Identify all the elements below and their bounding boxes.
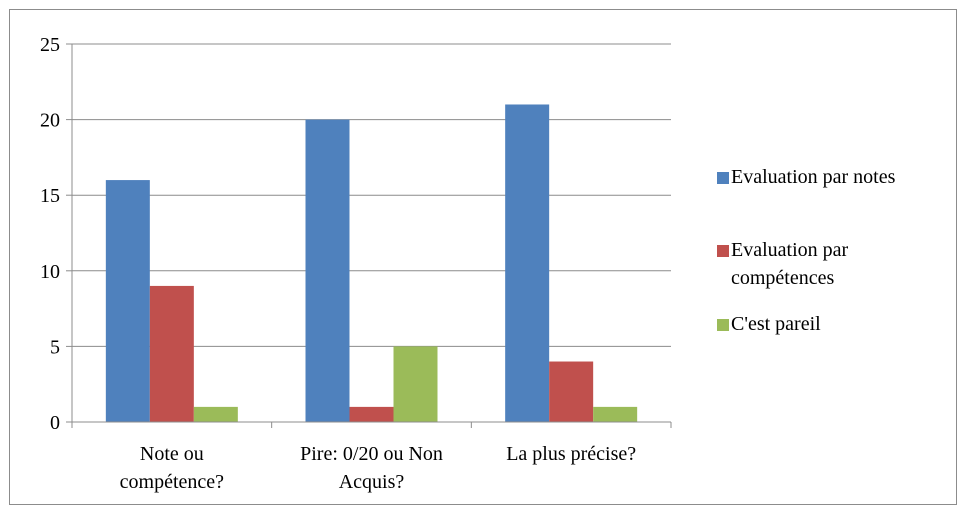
bar — [393, 346, 438, 422]
x-category-label: Pire: 0/20 ou Non — [300, 443, 443, 465]
y-tick-label: 5 — [50, 336, 60, 358]
bar — [149, 285, 194, 422]
bar — [549, 361, 594, 422]
x-category-label: La plus précise? — [506, 443, 636, 465]
bar — [105, 180, 150, 422]
y-tick-label: 20 — [40, 110, 60, 132]
legend-label: Evaluation par notes — [731, 166, 896, 188]
legend-swatch — [717, 172, 729, 184]
x-category-label: Note ou — [140, 443, 204, 465]
bar — [305, 119, 350, 422]
legend-label: Evaluation par — [731, 239, 849, 261]
x-category-label: compétence? — [120, 471, 224, 493]
legend-label: compétences — [731, 267, 834, 289]
y-tick-label: 10 — [40, 261, 60, 283]
bar — [505, 104, 550, 422]
axes — [66, 43, 672, 428]
legend-label: C'est pareil — [731, 313, 821, 335]
legend-swatch — [717, 245, 729, 257]
x-category-labels: Note ou compétence? Pire: 0/20 ou Non Acqui… — [120, 443, 637, 493]
x-category-label: Acquis? — [339, 471, 405, 493]
legend: Evaluation par notes Evaluation par compét… — [717, 166, 896, 335]
y-tick-label: 25 — [40, 34, 60, 56]
y-tick-label: 15 — [40, 185, 60, 207]
bar — [349, 406, 394, 422]
y-tick-labels: 0 5 10 15 20 25 — [40, 34, 60, 434]
y-tick-label: 0 — [50, 412, 60, 434]
legend-swatch — [717, 319, 729, 331]
bar — [593, 406, 638, 422]
bar — [193, 406, 238, 422]
bars — [105, 104, 638, 422]
